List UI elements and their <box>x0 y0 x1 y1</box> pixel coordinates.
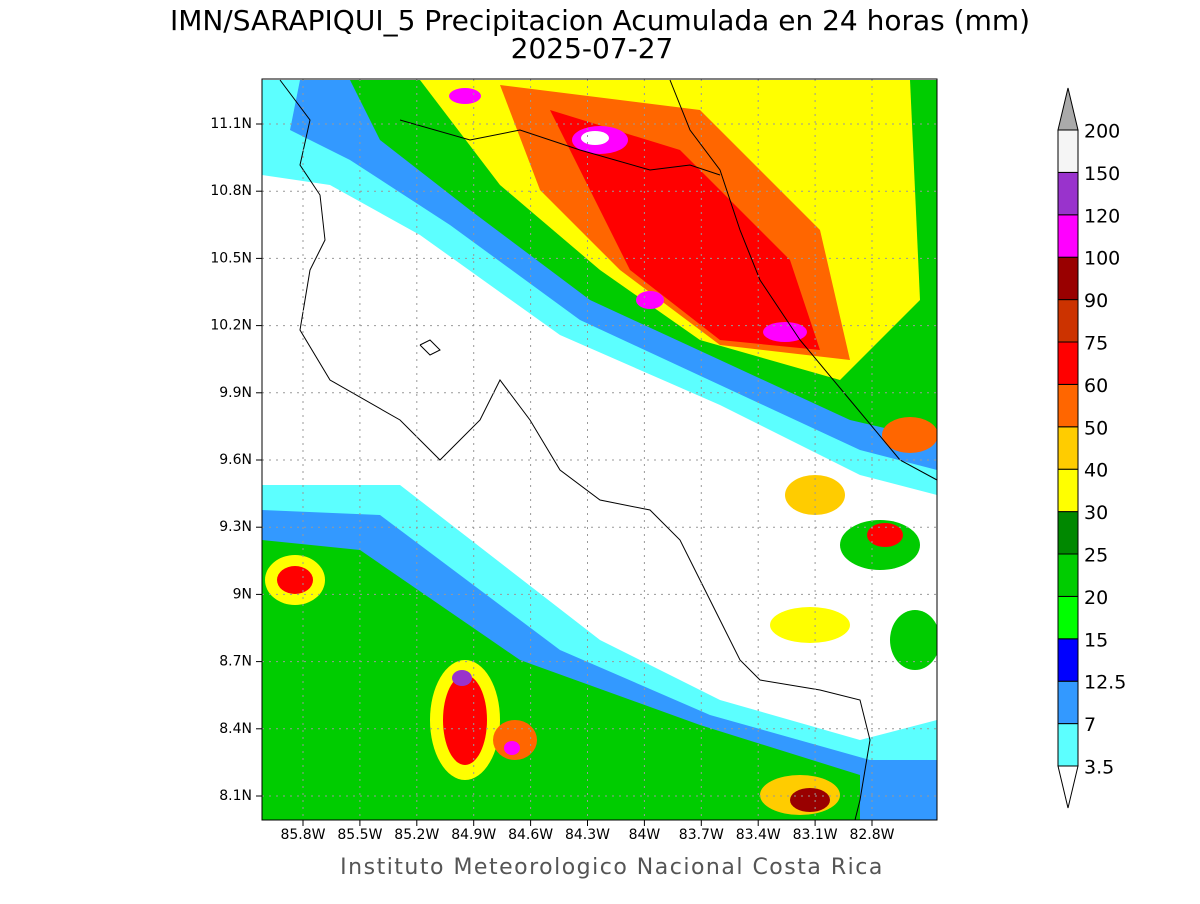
title: IMN/SARAPIQUI_5 Precipitacion Acumulada … <box>170 4 1030 37</box>
lon-tick-label: 84.3W <box>565 827 610 843</box>
colorbar-swatch <box>1057 383 1079 428</box>
colorbar-label: 20 <box>1084 587 1108 609</box>
lat-tick-label: 10.8N <box>210 183 252 199</box>
lon-tick-label: 84.6W <box>508 827 553 843</box>
colorbar-over <box>1057 87 1079 131</box>
lon-tick-label: 83.1W <box>793 827 838 843</box>
lon-tick-label: 82.8W <box>849 827 894 843</box>
graticule: 11.1N 10.8N 10.5N 10.2N 9.9N 9.6N 9.3N 9N 8.7N 8.… <box>210 79 937 843</box>
lat-tick-label: 10.5N <box>210 250 252 266</box>
colorbar-label: 12.5 <box>1084 672 1126 694</box>
lon-tick-label: 84.9W <box>451 827 496 843</box>
colorbar-label: 40 <box>1084 460 1108 482</box>
footer: Instituto Meteorologico Nacional Costa R… <box>340 855 884 880</box>
colorbar-swatch <box>1057 595 1079 640</box>
colorbar: 3.5 7 12.5 15 20 25 30 40 50 60 75 90 100 120 150 200 <box>1057 87 1126 809</box>
colorbar-swatch <box>1057 511 1079 555</box>
colorbar-label: 60 <box>1084 375 1108 397</box>
lon-tick-label: 85.5W <box>337 827 382 843</box>
colorbar-swatch <box>1057 468 1079 513</box>
lat-tick-label: 8.4N <box>219 721 252 737</box>
colorbar-label: 100 <box>1084 248 1120 270</box>
colorbar-swatch <box>1057 256 1079 301</box>
colorbar-label: 50 <box>1084 417 1108 439</box>
lat-tick-label: 9.3N <box>219 519 252 535</box>
lon-tick-label: 85.2W <box>394 827 439 843</box>
lon-tick-label: 85.8W <box>280 827 325 843</box>
precip-field <box>262 79 937 820</box>
colorbar-label: 90 <box>1084 290 1108 312</box>
lat-tick-label: 8.7N <box>219 654 252 670</box>
colorbar-swatch <box>1057 638 1079 682</box>
colorbar-label: 25 <box>1084 545 1108 567</box>
colorbar-swatch <box>1057 299 1079 343</box>
colorbar-label: 150 <box>1084 163 1120 185</box>
colorbar-swatch <box>1057 680 1079 725</box>
lat-tick-label: 8.1N <box>219 788 252 804</box>
lat-tick-label: 11.1N <box>210 116 252 132</box>
colorbar-under <box>1057 765 1079 809</box>
lon-tick-label: 83.7W <box>679 827 724 843</box>
lat-tick-label: 10.2N <box>210 318 252 334</box>
colorbar-label: 200 <box>1084 121 1120 143</box>
colorbar-swatch <box>1057 171 1079 216</box>
colorbar-label: 7 <box>1084 714 1096 736</box>
colorbar-label: 120 <box>1084 205 1120 227</box>
colorbar-swatch <box>1057 214 1079 258</box>
colorbar-swatch <box>1057 341 1079 385</box>
colorbar-label: 15 <box>1084 629 1108 651</box>
colorbar-swatch <box>1057 129 1079 173</box>
colorbar-swatch <box>1057 723 1079 767</box>
colorbar-label: 75 <box>1084 333 1108 355</box>
lat-tick-label: 9.9N <box>219 385 252 401</box>
colorbar-label: 30 <box>1084 502 1108 524</box>
map-frame <box>261 78 938 821</box>
lat-tick-label: 9N <box>233 586 252 602</box>
coastline <box>279 79 937 820</box>
lat-tick-label: 9.6N <box>219 452 252 468</box>
lon-tick-label: 84W <box>629 827 661 843</box>
lon-tick-label: 83.4W <box>736 827 781 843</box>
colorbar-swatch <box>1057 426 1079 470</box>
colorbar-swatch <box>1057 553 1079 597</box>
colorbar-label: 3.5 <box>1084 757 1114 779</box>
subtitle: 2025-07-27 <box>511 32 674 65</box>
